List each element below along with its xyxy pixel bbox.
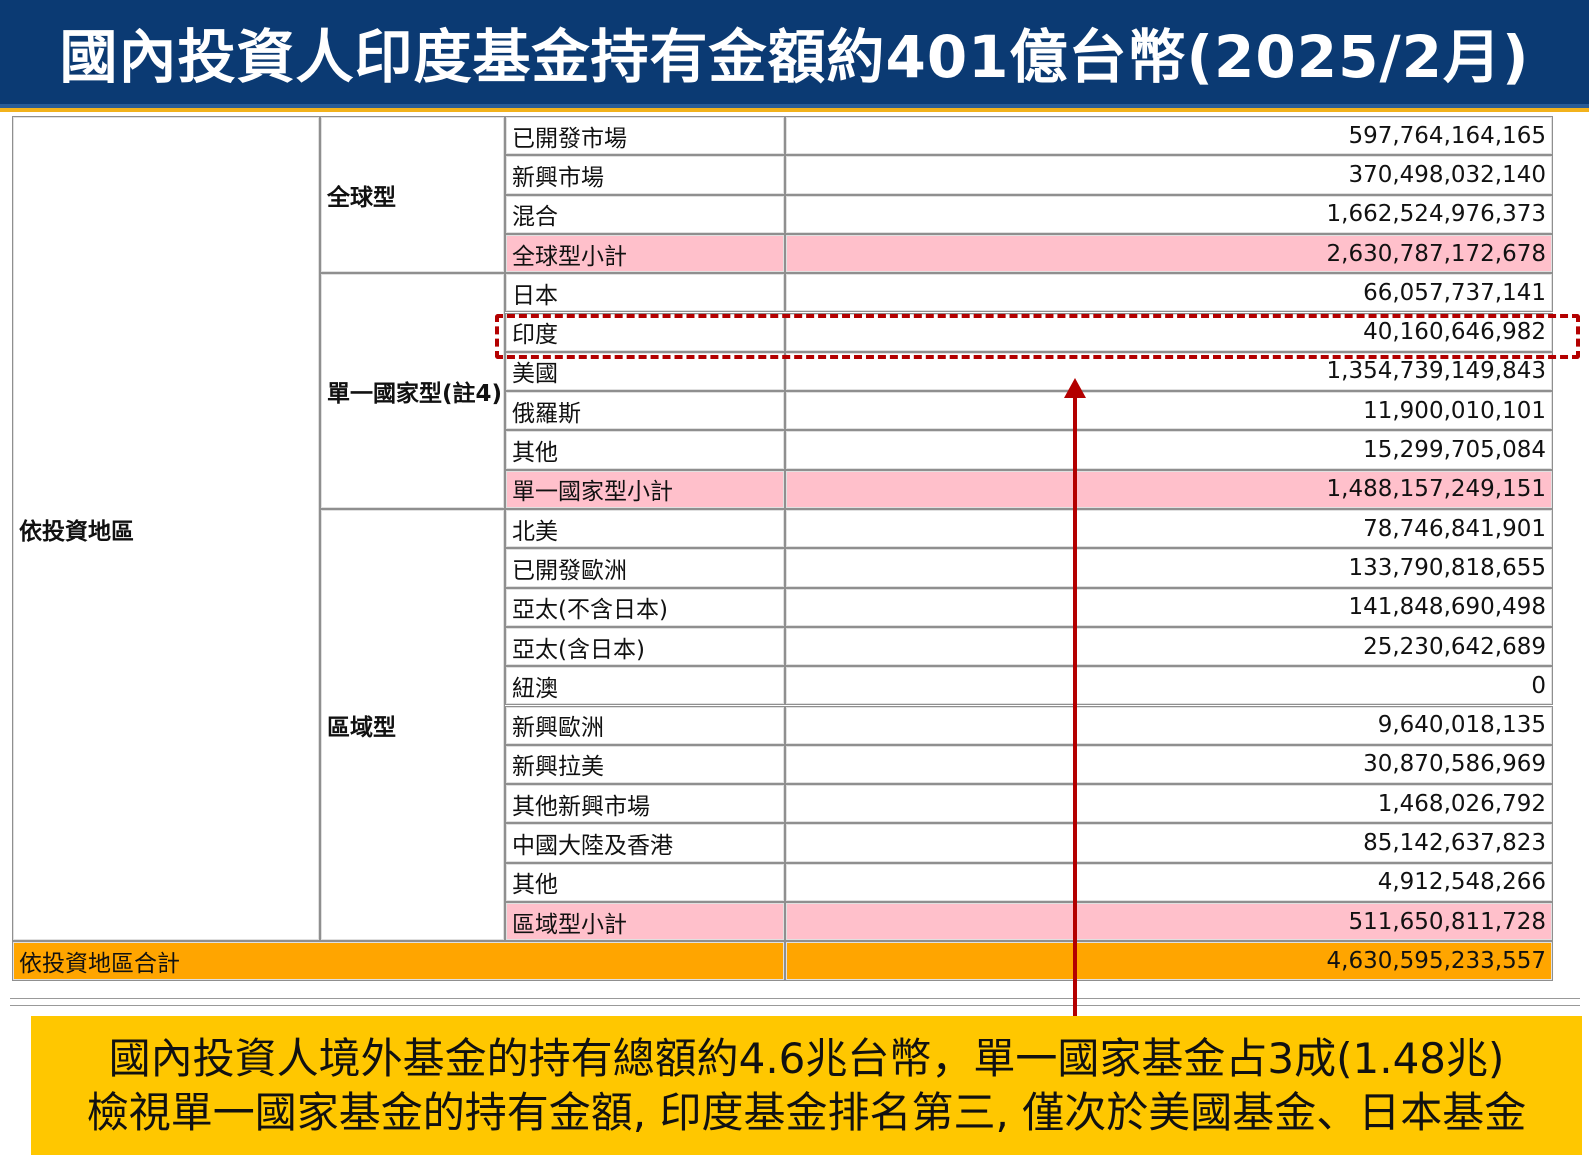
row-value: 133,790,818,655 (785, 548, 1553, 588)
row-label: 亞太(不含日本) (505, 587, 785, 627)
row-value: 15,299,705,084 (785, 430, 1553, 470)
row-value: 4,912,548,266 (785, 862, 1553, 902)
arrow-up-icon (1064, 378, 1086, 398)
row-value: 40,160,646,982 (785, 312, 1553, 352)
group-label: 全球型 (320, 116, 505, 274)
arrow-shaft (1073, 395, 1077, 1020)
row-label: 中國大陸及香港 (505, 823, 785, 863)
row-value: 66,057,737,141 (785, 273, 1553, 313)
row-label: 俄羅斯 (505, 391, 785, 431)
row-value: 370,498,032,140 (785, 155, 1553, 195)
total-label: 依投資地區合計 (12, 941, 785, 981)
group-label: 單一國家型(註4) (320, 273, 505, 509)
row-value: 25,230,642,689 (785, 626, 1553, 667)
row-value: 30,870,586,969 (785, 744, 1553, 785)
row-label: 已開發歐洲 (505, 548, 785, 588)
table-bottom-rule (10, 998, 1580, 1006)
row-label: 亞太(含日本) (505, 626, 785, 667)
row-label: 美國 (505, 351, 785, 392)
row-value: 85,142,637,823 (785, 823, 1553, 863)
row-value: 11,900,010,101 (785, 391, 1553, 431)
row-label: 北美 (505, 509, 785, 549)
total-value: 4,630,595,233,557 (785, 941, 1553, 981)
india-highlight-box (495, 314, 1580, 359)
note-line-2: 檢視單一國家基金的持有金額, 印度基金排名第三, 僅次於美國基金、日本基金 (86, 1087, 1527, 1137)
page-title: 國內投資人印度基金持有金額約401億台幣(2025/2月) (59, 23, 1530, 91)
row-label: 新興拉美 (505, 744, 785, 785)
group-label: 區域型 (320, 509, 505, 942)
note-line-1: 國內投資人境外基金的持有總額約4.6兆台幣，單一國家基金占3成(1.48兆) (108, 1033, 1505, 1083)
row-value: 1,468,026,792 (785, 784, 1553, 824)
row-value: 9,640,018,135 (785, 705, 1553, 745)
row-label: 其他新興市場 (505, 784, 785, 824)
title-banner: 國內投資人印度基金持有金額約401億台幣(2025/2月) (0, 0, 1589, 108)
summary-note: 國內投資人境外基金的持有總額約4.6兆台幣，單一國家基金占3成(1.48兆) 檢… (31, 1016, 1582, 1155)
row-value: 0 (785, 666, 1553, 706)
row-label: 已開發市場 (505, 116, 785, 156)
row-label: 混合 (505, 194, 785, 234)
row-value: 597,764,164,165 (785, 116, 1553, 156)
row-label: 新興歐洲 (505, 705, 785, 745)
row-value: 1,662,524,976,373 (785, 194, 1553, 234)
subtotal-value: 1,488,157,249,151 (785, 469, 1553, 509)
title-underline (0, 108, 1589, 112)
row-value: 1,354,739,149,843 (785, 351, 1553, 392)
subtotal-label: 區域型小計 (505, 902, 785, 942)
row-label: 日本 (505, 273, 785, 313)
row-value: 78,746,841,901 (785, 509, 1553, 549)
row-label: 印度 (505, 312, 785, 352)
category-label: 依投資地區 (12, 116, 320, 942)
subtotal-label: 單一國家型小計 (505, 469, 785, 509)
subtotal-value: 2,630,787,172,678 (785, 233, 1553, 274)
row-label: 新興市場 (505, 155, 785, 195)
subtotal-label: 全球型小計 (505, 233, 785, 274)
subtotal-value: 511,650,811,728 (785, 902, 1553, 942)
row-value: 141,848,690,498 (785, 587, 1553, 627)
row-label: 其他 (505, 430, 785, 470)
row-label: 其他 (505, 862, 785, 902)
row-label: 紐澳 (505, 666, 785, 706)
